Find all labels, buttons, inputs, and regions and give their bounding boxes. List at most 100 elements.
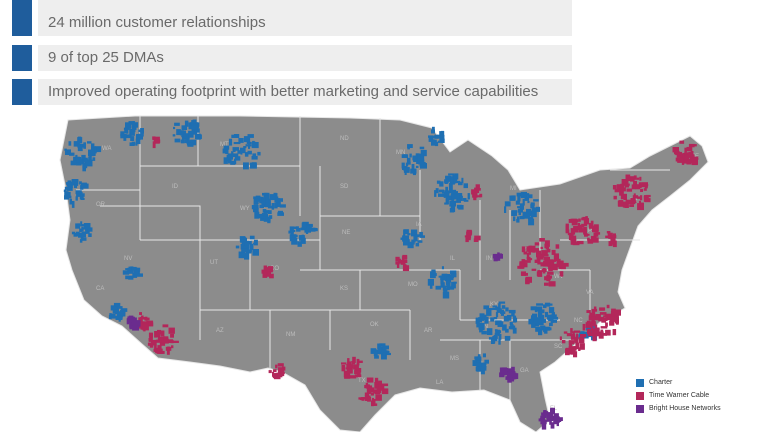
charter-area: [444, 202, 449, 205]
charter-area: [409, 153, 412, 158]
time-warner-cable-area: [573, 226, 579, 233]
time-warner-cable-area: [613, 195, 617, 200]
time-warner-cable-area: [398, 258, 401, 264]
charter-area: [174, 122, 180, 126]
bullet-item-customers: 24 million customer relationships: [12, 10, 572, 36]
charter-area: [484, 359, 489, 364]
charter-area: [297, 241, 302, 247]
time-warner-cable-area: [633, 180, 637, 186]
charter-area: [504, 335, 511, 341]
charter-area: [504, 201, 511, 207]
time-warner-cable-area: [606, 313, 612, 321]
charter-area: [89, 155, 92, 162]
charter-area: [253, 196, 258, 200]
charter-area: [531, 322, 536, 328]
charter-area: [277, 198, 283, 202]
time-warner-cable-area: [519, 262, 525, 269]
time-warner-cable-area: [672, 147, 679, 153]
charter-area: [125, 275, 130, 280]
time-warner-cable-area: [596, 327, 600, 331]
bright-house-area: [508, 373, 515, 380]
time-warner-cable-area: [467, 236, 471, 241]
charter-area: [417, 153, 424, 161]
charter-area: [509, 195, 516, 201]
charter-area: [443, 288, 448, 292]
time-warner-cable-area: [535, 248, 539, 252]
time-warner-cable-area: [545, 246, 550, 250]
charter-area: [79, 195, 84, 200]
charter-area: [243, 146, 247, 149]
charter-area: [301, 234, 304, 242]
time-warner-cable-area: [540, 254, 545, 258]
time-warner-cable-area: [560, 263, 566, 270]
charter-area: [453, 178, 458, 184]
charter-area: [451, 182, 455, 185]
charter-area: [277, 212, 284, 216]
time-warner-cable-area: [598, 334, 604, 339]
time-warner-cable-area: [150, 339, 157, 346]
charter-area: [232, 147, 239, 151]
charter-area: [130, 136, 135, 141]
time-warner-cable-area: [541, 250, 548, 257]
time-warner-cable-area: [521, 259, 526, 263]
bright-house-area: [128, 315, 134, 319]
time-warner-cable-area: [357, 360, 363, 363]
time-warner-cable-area: [578, 228, 585, 233]
time-warner-cable-area: [591, 326, 594, 331]
charter-area: [192, 119, 197, 124]
charter-area: [110, 305, 115, 311]
charter-area: [447, 286, 455, 290]
charter-area: [374, 355, 379, 359]
time-warner-cable-area: [263, 270, 267, 276]
time-warner-cable-area: [349, 375, 357, 379]
time-warner-cable-area: [592, 334, 597, 342]
time-warner-cable-area: [565, 348, 570, 356]
time-warner-cable-area: [544, 254, 549, 257]
time-warner-cable-area: [633, 175, 637, 180]
legend-item-bright-house-networks: Bright House Networks: [636, 403, 762, 415]
time-warner-cable-area: [624, 183, 630, 188]
time-warner-cable-area: [683, 158, 688, 164]
bright-house-area: [544, 419, 550, 422]
time-warner-cable-area: [346, 367, 353, 374]
charter-area: [372, 348, 376, 354]
charter-area: [419, 235, 425, 238]
charter-area: [131, 127, 137, 130]
time-warner-cable-area: [523, 251, 528, 255]
time-warner-cable-area: [536, 271, 542, 277]
charter-area: [456, 193, 463, 197]
charter-area: [438, 193, 445, 197]
charter-area: [454, 173, 459, 180]
time-warner-cable-area: [277, 363, 284, 367]
charter-area: [67, 181, 73, 189]
charter-area: [451, 281, 456, 289]
time-warner-cable-area: [282, 366, 286, 371]
charter-area: [488, 337, 492, 340]
state-label: MI: [510, 186, 517, 192]
time-warner-cable-area: [611, 308, 616, 316]
time-warner-cable-area: [147, 342, 154, 346]
bullet-bar: [38, 0, 572, 10]
charter-area: [449, 189, 457, 194]
time-warner-cable-area: [620, 194, 624, 200]
charter-area: [486, 309, 492, 316]
bright-house-area: [132, 317, 137, 323]
time-warner-cable-area: [536, 253, 544, 260]
charter-area: [535, 306, 543, 312]
charter-area: [403, 167, 410, 172]
charter-area: [496, 308, 502, 313]
charter-area: [291, 237, 298, 245]
time-warner-cable-area: [583, 229, 587, 235]
time-warner-cable-area: [548, 281, 556, 287]
time-warner-cable-area: [590, 220, 594, 228]
time-warner-cable-area: [263, 265, 267, 271]
charter-area: [528, 217, 533, 220]
time-warner-cable-area: [171, 345, 174, 349]
charter-area: [64, 186, 71, 190]
charter-area: [254, 211, 260, 219]
charter-area: [517, 194, 521, 202]
time-warner-cable-area: [576, 240, 584, 245]
charter-area: [138, 129, 141, 133]
charter-area: [498, 338, 501, 345]
charter-area: [450, 270, 457, 275]
